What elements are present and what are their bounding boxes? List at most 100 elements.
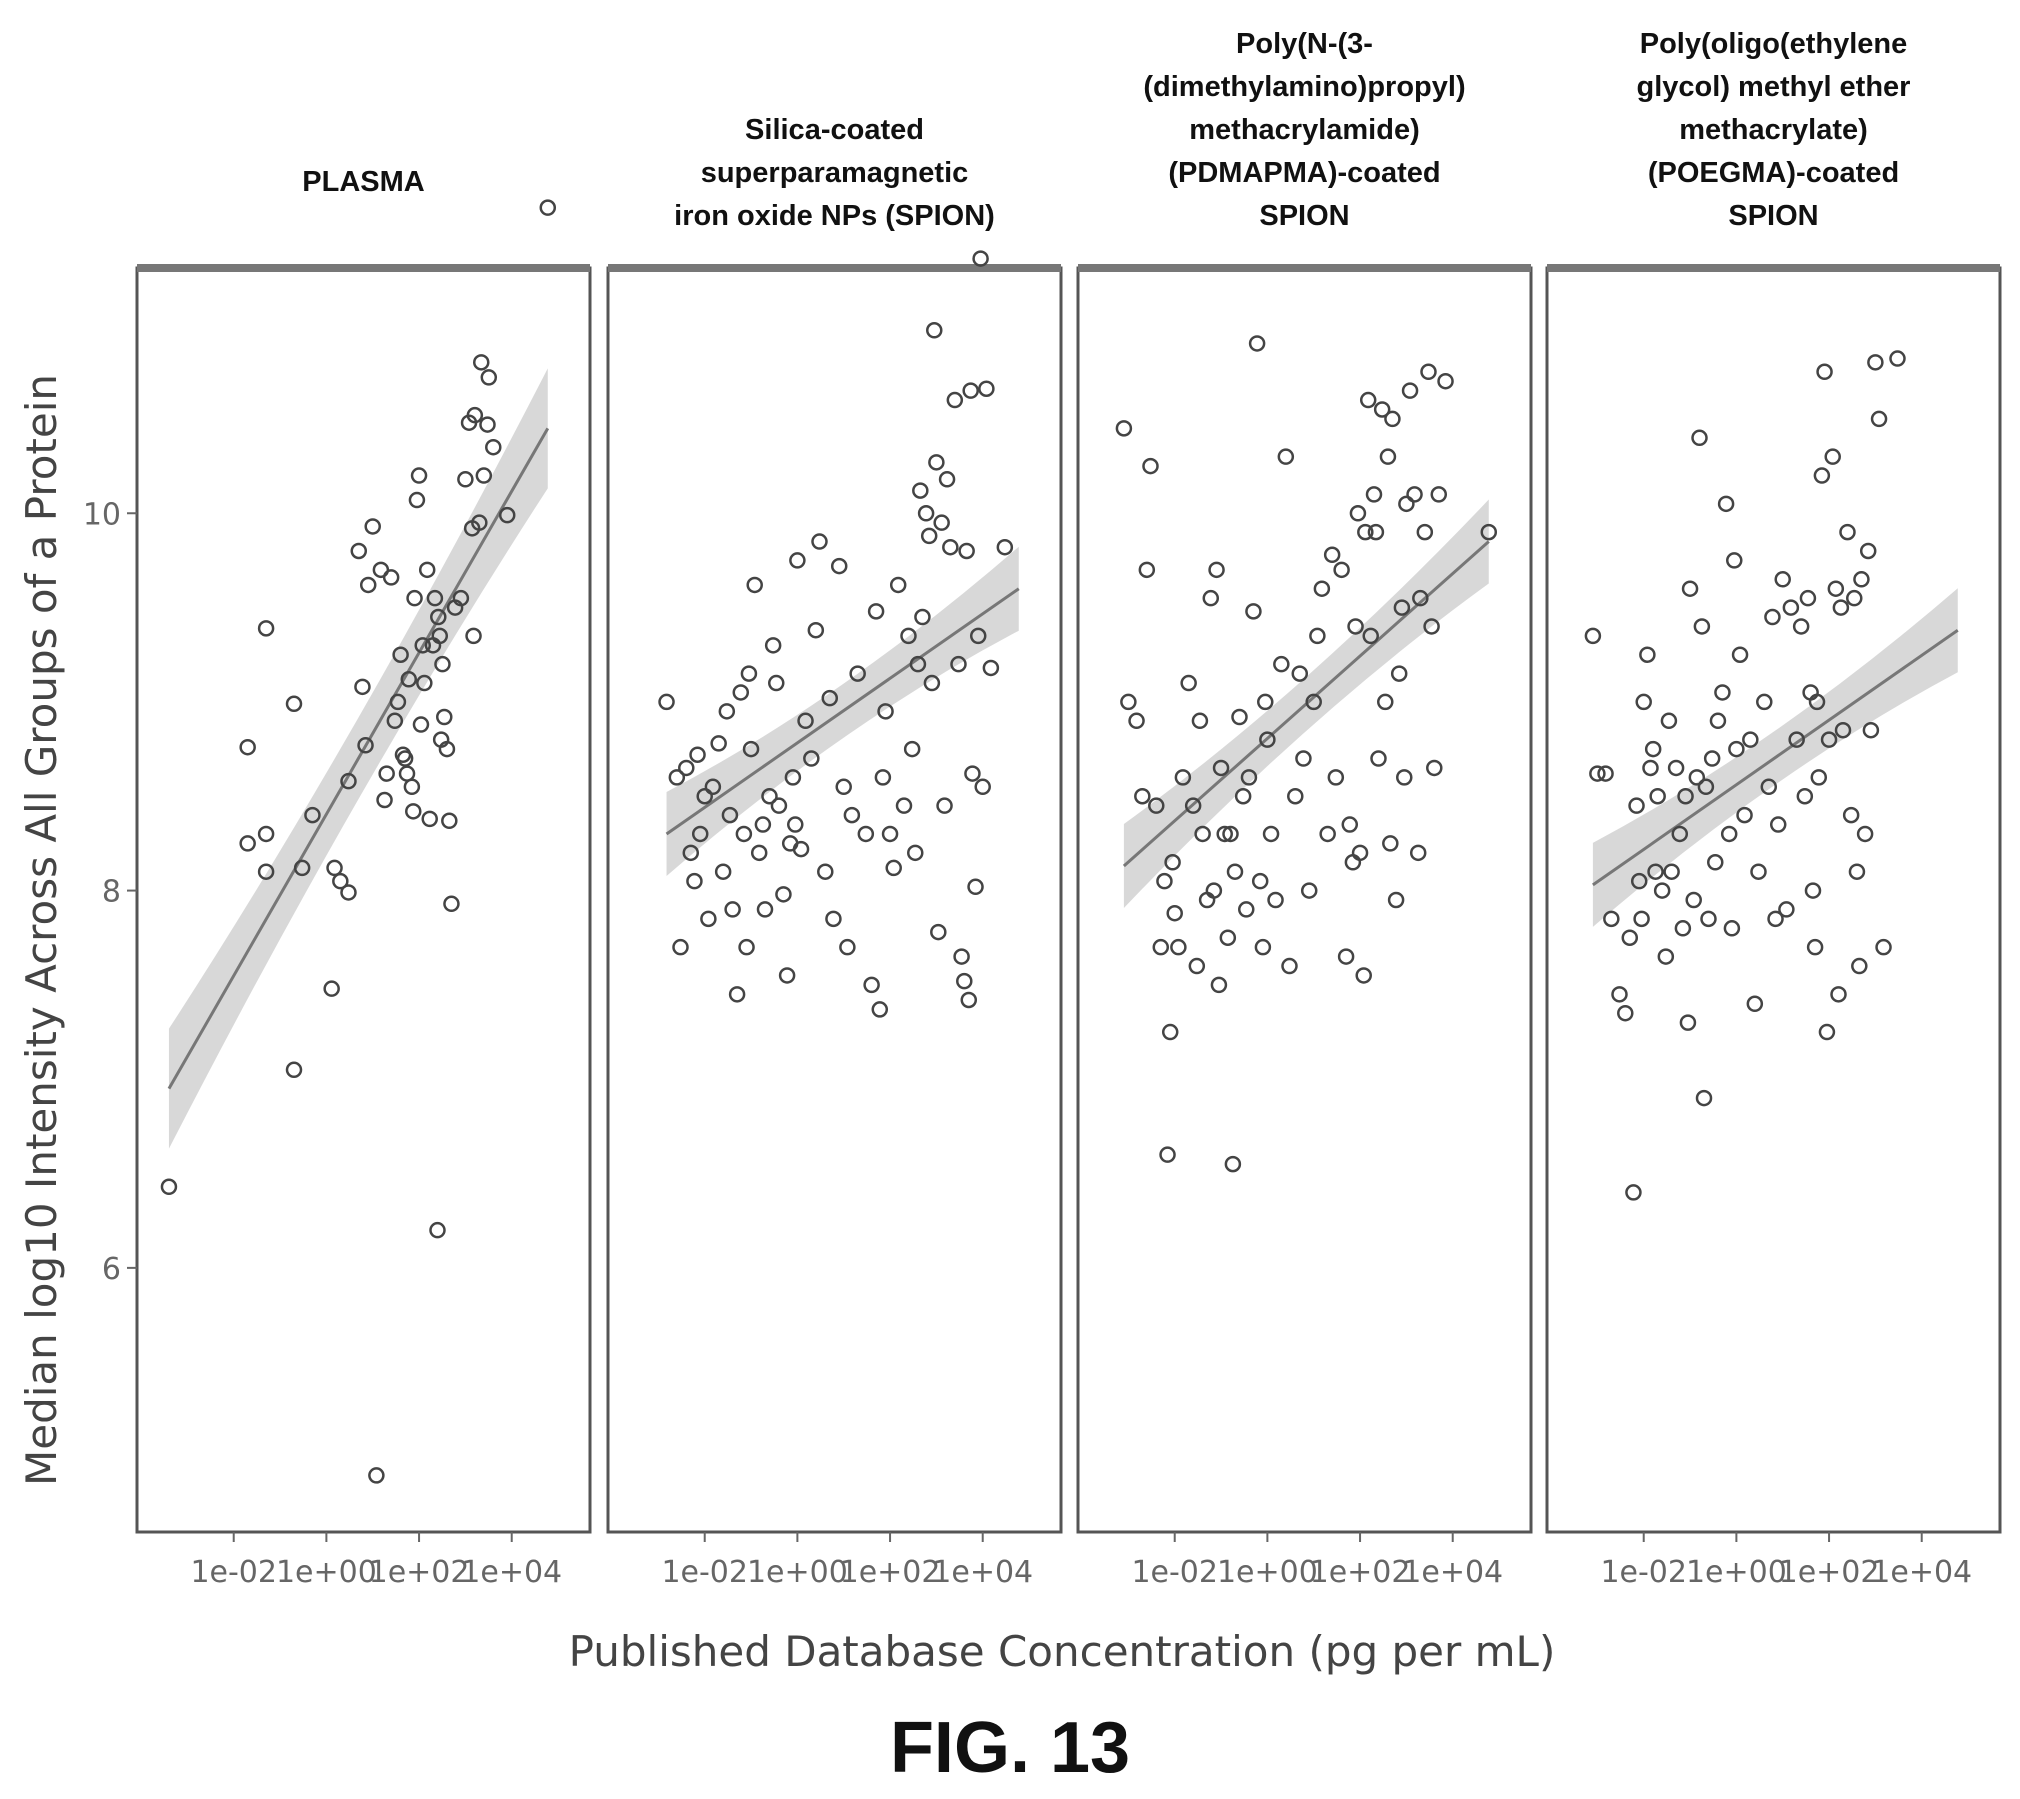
data-point [1799,589,1817,607]
data-point [1630,872,1648,890]
data-point [479,416,496,433]
data-point [1333,561,1350,579]
data-point [1717,495,1735,513]
data-point [1839,523,1856,541]
data-point [1760,778,1778,796]
data-point [1349,505,1367,522]
data-point [431,627,449,645]
panel-title-line: SPION [1728,200,1818,232]
data-point [1628,797,1645,814]
data-point [1401,382,1419,399]
data-point [825,910,842,928]
data-point [1621,929,1639,946]
data-point [1313,580,1331,597]
data-point [849,665,866,682]
data-point [930,923,947,941]
data-point [1277,448,1295,465]
data-point [436,708,453,726]
data-point [1816,363,1833,381]
data-point [403,778,421,796]
panel-title-line: glycol) methyl ether [1637,71,1911,103]
data-point [1367,523,1385,541]
data-point [964,765,981,782]
data-point [1633,910,1650,928]
data-point [857,825,875,843]
panel-title: Poly(N-(3- (dimethylamino)propyl) methacry… [1143,28,1465,232]
data-point [1703,750,1721,767]
data-point [920,527,938,545]
data-point [754,816,772,833]
data-point [1677,787,1694,805]
data-point [443,895,460,913]
data-point [700,910,717,928]
data-point [400,671,418,688]
data-point [465,627,482,645]
data-point [1208,561,1225,579]
data-point [1764,608,1781,626]
data-point [323,980,340,997]
data-point [239,835,256,852]
data-point [1830,986,1847,1003]
data-point [1373,401,1391,418]
data-point [1842,806,1860,824]
data-point [950,655,967,673]
x-tick-label: 1e+04 [932,1555,1033,1590]
data-point [1769,816,1787,833]
data-point [1635,693,1652,711]
data-point [1827,580,1845,597]
x-tick-label: 1e-02 [1131,1555,1218,1590]
data-point [293,859,311,877]
data-point [686,872,703,890]
data-point [1240,769,1258,786]
data-point [1709,712,1727,730]
data-point [1862,721,1880,739]
data-point [1420,363,1437,381]
data-point [792,840,810,858]
data-point [1254,938,1272,956]
data-point [418,561,436,579]
data-point [1357,523,1374,541]
data-point [691,825,709,843]
data-point [480,369,498,386]
data-point [1412,589,1429,607]
x-tick-label: 1e-02 [661,1555,748,1590]
data-point [1834,721,1852,739]
data-point [724,901,741,918]
data-point [426,589,444,607]
panel-title: PLASMA [302,166,425,198]
data-point [946,391,964,409]
panel-title-line: methacrylate) [1679,114,1868,146]
data-point [1437,372,1454,390]
trend-line [1592,628,1959,887]
data-point [972,250,989,267]
panel-title: Poly(oligo(ethylene glycol) methyl ether m… [1637,28,1911,232]
data-point [408,491,426,509]
data-point [1287,787,1304,805]
data-point [1597,765,1614,782]
data-point [877,703,894,720]
data-point [473,354,490,371]
data-point [392,646,409,663]
data-point [1174,769,1192,786]
panel-title-line: Poly(oligo(ethylene [1640,28,1907,60]
data-point [1191,712,1209,730]
data-point [1377,693,1394,711]
data-point [761,787,778,805]
data-point [1188,957,1206,975]
x-tick-label: 1e+02 [369,1555,470,1590]
data-point [1778,901,1795,918]
data-point [1210,976,1228,994]
data-point [1295,750,1312,767]
data-point [1657,948,1675,965]
data-point [1832,599,1850,616]
x-tick-label: 1e+00 [747,1555,848,1590]
data-point [881,825,899,843]
data-point [1804,882,1822,899]
x-tick-label: 1e+00 [276,1555,377,1590]
data-point [917,505,935,522]
data-point [1848,863,1866,880]
data-point [1238,901,1255,918]
data-point [357,737,374,754]
